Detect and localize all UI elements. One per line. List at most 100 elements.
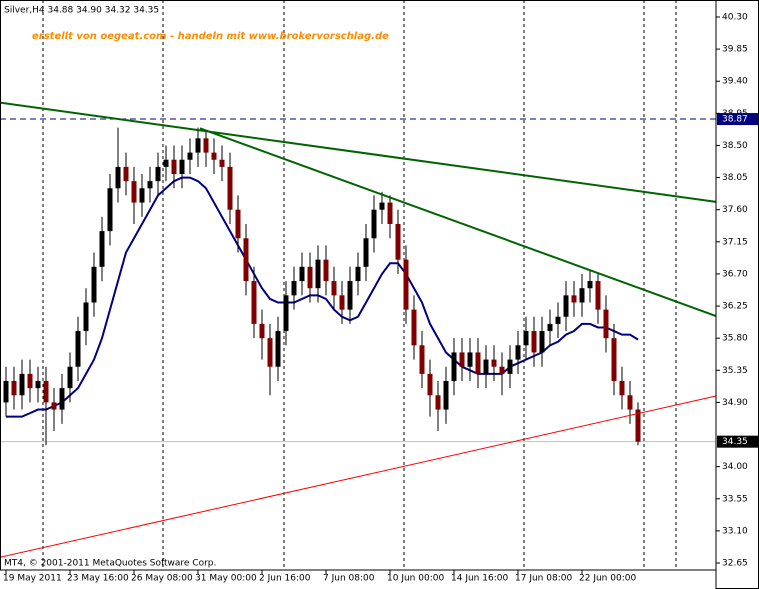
candle-body xyxy=(163,159,169,167)
candle-body xyxy=(355,266,361,282)
candle-body xyxy=(259,323,265,339)
candle-body xyxy=(3,380,9,403)
candle-body xyxy=(195,138,201,153)
candle-body xyxy=(443,380,449,410)
candle-body xyxy=(123,166,129,182)
candle-body xyxy=(371,209,377,239)
y-tick-label: 37.60 xyxy=(722,205,748,215)
candle-body xyxy=(459,352,465,367)
candle-body xyxy=(99,231,105,267)
candle-body xyxy=(243,238,249,282)
candle-body xyxy=(203,138,209,153)
x-tick-label: 19 May 2011 xyxy=(3,574,62,584)
y-tick-label: 35.35 xyxy=(722,366,748,376)
x-tick-label: 10 Jun 00:00 xyxy=(387,574,444,584)
y-tick-label: 36.70 xyxy=(722,269,748,279)
x-tick-label: 26 May 08:00 xyxy=(131,574,193,584)
y-tick-label: 37.15 xyxy=(722,237,748,247)
candle-body xyxy=(155,166,161,182)
candle-body xyxy=(283,295,289,332)
footer: MT4, © 2001-2011 MetaQuotes Software Cor… xyxy=(4,559,216,569)
y-tick-label: 39.40 xyxy=(722,77,748,87)
trendline xyxy=(0,395,717,558)
candle-body xyxy=(635,409,641,442)
candle-body xyxy=(387,202,393,224)
candle-body xyxy=(611,338,617,381)
candle-body xyxy=(171,159,177,175)
x-tick-label: 14 Jun 16:00 xyxy=(451,574,508,584)
candle-body xyxy=(11,380,17,396)
candle-body xyxy=(27,373,33,389)
y-tick-label: 33.10 xyxy=(722,526,748,536)
y-tick-label: 40.30 xyxy=(722,12,748,22)
level-label: 38.87 xyxy=(722,115,748,125)
candle-body xyxy=(147,181,153,189)
candle-body xyxy=(43,380,49,403)
candle-body xyxy=(75,331,81,367)
candle-body xyxy=(419,345,425,374)
candle-body xyxy=(35,380,41,389)
moving-average xyxy=(6,176,639,418)
candle-body xyxy=(555,316,561,324)
candle-body xyxy=(235,209,241,239)
candle-body xyxy=(475,352,481,374)
candle-body xyxy=(515,345,521,360)
y-tick-label: 39.85 xyxy=(722,45,748,55)
candle-body xyxy=(115,166,121,189)
x-tick-label: 22 Jun 00:00 xyxy=(579,574,636,584)
candle-body xyxy=(571,295,577,303)
y-tick-label: 33.55 xyxy=(722,494,748,504)
trendline xyxy=(199,127,717,317)
x-tick-label: 7 Jun 08:00 xyxy=(323,574,375,584)
candle-body xyxy=(331,281,337,296)
y-tick-label: 36.25 xyxy=(722,302,748,312)
candle-body xyxy=(563,295,569,317)
candle-body xyxy=(411,309,417,346)
candle-body xyxy=(435,395,441,410)
candle-body xyxy=(523,331,529,346)
candle-body xyxy=(307,266,313,289)
candle-body xyxy=(395,223,401,260)
candle-body xyxy=(603,309,609,339)
candle-body xyxy=(427,373,433,396)
candle-body xyxy=(83,302,89,332)
candle-body xyxy=(291,281,297,296)
y-tick-label: 38.50 xyxy=(722,141,748,151)
candle-body xyxy=(131,181,137,203)
candle-body xyxy=(251,281,257,324)
candle-body xyxy=(595,281,601,310)
candle-body xyxy=(547,323,553,332)
candle-body xyxy=(483,359,489,374)
y-tick-label: 32.65 xyxy=(722,559,748,569)
level-label-box xyxy=(717,435,758,448)
candle-body xyxy=(19,373,25,396)
candle-body xyxy=(403,259,409,310)
candle-body xyxy=(619,380,625,396)
candle-body xyxy=(491,359,497,367)
candle-body xyxy=(451,352,457,381)
candle-body xyxy=(187,152,193,160)
y-tick-label: 38.05 xyxy=(722,173,748,183)
candle-body xyxy=(299,266,305,282)
candle-body xyxy=(507,359,513,374)
candle-body xyxy=(499,366,505,374)
trendline xyxy=(0,101,717,203)
candle-body xyxy=(627,395,633,410)
candle-body xyxy=(275,331,281,367)
plot xyxy=(0,101,717,558)
y-tick-label: 34.90 xyxy=(722,398,748,408)
level-label: 34.35 xyxy=(722,437,748,447)
header: Silver,H4 34.88 34.90 34.32 34.35 xyxy=(4,6,159,16)
candle-body xyxy=(51,402,57,410)
candle-body xyxy=(139,188,145,203)
candle-body xyxy=(379,202,385,210)
candle-body xyxy=(179,159,185,175)
candle-body xyxy=(267,338,273,367)
x-tick-label: 31 May 00:00 xyxy=(195,574,257,584)
candle-body xyxy=(467,352,473,367)
candle-body xyxy=(227,166,233,210)
candle-body xyxy=(323,259,329,282)
y-tick-label: 34.00 xyxy=(722,462,748,472)
